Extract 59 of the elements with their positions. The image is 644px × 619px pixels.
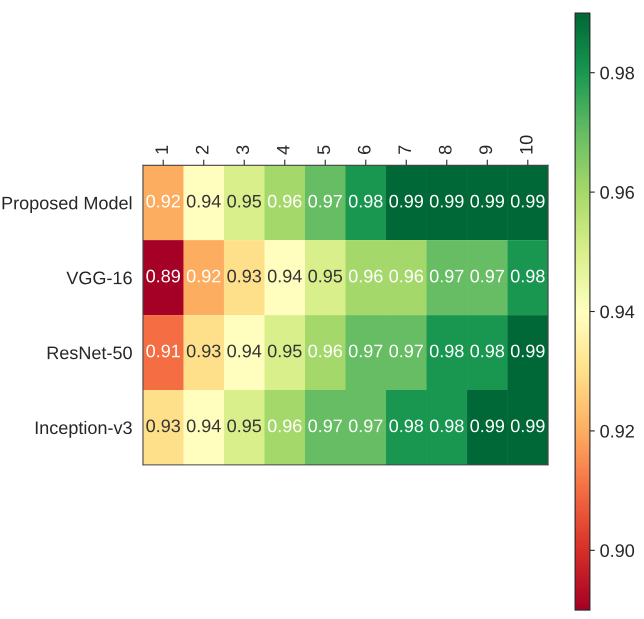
color-bar-label: 0.92 xyxy=(600,424,634,438)
color-bar-label: 0.94 xyxy=(600,305,634,318)
data-label: 0.95 xyxy=(268,344,302,358)
data-label: 0.94 xyxy=(186,194,221,208)
y-tick-label: Inception-v3 xyxy=(36,420,132,438)
data-label: 0.97 xyxy=(470,270,504,282)
data-label: 0.96 xyxy=(308,344,342,358)
data-label: 0.92 xyxy=(186,270,220,282)
x-tick-label: 5 xyxy=(318,146,330,154)
data-label: 0.99 xyxy=(510,419,545,432)
data-label: 0.98 xyxy=(389,419,424,432)
data-label: 0.96 xyxy=(389,270,424,282)
x-tick-label: 7 xyxy=(398,146,411,154)
data-label: 0.89 xyxy=(146,270,180,282)
data-label: 0.94 xyxy=(227,344,262,358)
data-label: 0.92 xyxy=(146,194,180,208)
data-label: 0.98 xyxy=(430,419,464,432)
data-label: 0.97 xyxy=(389,344,423,358)
y-tick-label: ResNet-50 xyxy=(48,346,132,360)
x-tick-label: 4 xyxy=(276,145,290,154)
data-label: 0.98 xyxy=(430,344,464,358)
data-label: 0.97 xyxy=(308,194,342,208)
color-bar-label: 0.98 xyxy=(600,66,634,80)
data-label: 0.96 xyxy=(268,419,302,432)
data-label: 0.94 xyxy=(268,270,302,282)
data-label: 0.95 xyxy=(227,194,262,208)
data-label: 0.97 xyxy=(348,419,382,432)
data-label: 0.95 xyxy=(227,419,262,432)
data-label: 0.97 xyxy=(430,270,464,282)
data-label: 0.99 xyxy=(470,194,504,208)
data-label: 0.97 xyxy=(308,419,342,432)
data-label: 0.96 xyxy=(268,194,302,208)
data-label: 0.99 xyxy=(470,419,504,432)
x-tick-label: 2 xyxy=(196,146,208,154)
data-label: 0.99 xyxy=(389,194,423,208)
data-label: 0.95 xyxy=(308,270,342,282)
data-label: 0.93 xyxy=(146,419,180,432)
data-label: 0.99 xyxy=(430,194,464,208)
data-label: 0.98 xyxy=(510,270,545,282)
data-label: 0.98 xyxy=(348,194,383,208)
x-tick-label: 3 xyxy=(236,146,250,154)
x-tick-label: 6 xyxy=(358,146,371,154)
x-tick-label: 10 xyxy=(520,135,533,154)
data-label: 0.93 xyxy=(227,270,262,282)
data-label: 0.98 xyxy=(470,344,504,358)
color-bar-label: 0.96 xyxy=(600,186,634,199)
data-label: 0.94 xyxy=(186,419,221,432)
data-label: 0.99 xyxy=(510,194,545,208)
x-tick-label: 8 xyxy=(438,146,452,154)
data-label: 0.99 xyxy=(510,344,545,358)
x-tick-label: 9 xyxy=(479,146,492,154)
x-tick-label: 1 xyxy=(155,146,168,154)
data-label: 0.91 xyxy=(146,344,180,358)
data-label: 0.97 xyxy=(348,344,382,358)
color-bar-label: 0.90 xyxy=(600,544,634,558)
y-tick-label: VGG-16 xyxy=(66,272,132,284)
data-label: 0.96 xyxy=(348,270,383,282)
y-tick-label: Proposed Model xyxy=(2,196,132,214)
data-label: 0.93 xyxy=(186,344,221,358)
